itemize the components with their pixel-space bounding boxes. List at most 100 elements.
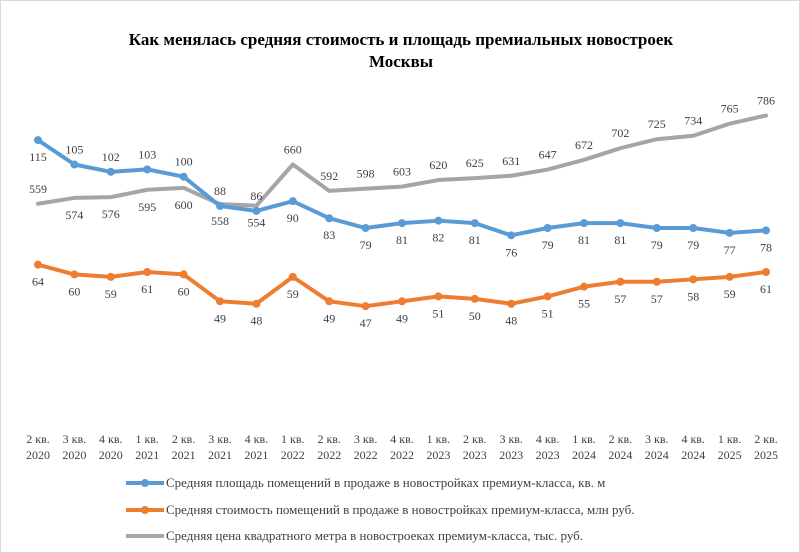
legend-swatch-cost <box>126 506 164 514</box>
x-tick-label: 4 кв. <box>99 432 123 446</box>
x-tick-label-year: 2020 <box>99 448 123 462</box>
x-tick-label-year: 2021 <box>135 448 159 462</box>
data-point <box>252 206 261 215</box>
data-point <box>543 224 552 233</box>
x-tick-label: 3 кв. <box>645 432 669 446</box>
x-tick-label: 1 кв. <box>281 432 305 446</box>
data-point <box>725 228 734 237</box>
chart-title: Как менялась средняя стоимость и площадь… <box>1 29 799 73</box>
series-line-2 <box>36 113 768 208</box>
legend-label-area: Средняя площадь помещений в продаже в но… <box>166 475 606 490</box>
data-label: 58 <box>687 289 699 303</box>
data-point <box>616 219 625 228</box>
data-point <box>762 267 770 276</box>
data-point <box>470 219 479 228</box>
legend-label-price-sqm: Средняя цена квадратного метра в новостр… <box>166 528 584 543</box>
legend-item-price-sqm[interactable]: Средняя цена квадратного метра в новостр… <box>126 528 583 544</box>
data-point <box>70 270 79 279</box>
x-tick-label: 3 кв. <box>208 432 232 446</box>
data-label: 61 <box>760 282 772 296</box>
data-label: 576 <box>102 207 120 221</box>
x-tick-label-year: 2020 <box>26 448 50 462</box>
data-label: 702 <box>611 126 629 140</box>
data-label: 81 <box>578 233 590 247</box>
x-tick-label-year: 2023 <box>463 448 487 462</box>
data-point <box>70 160 79 169</box>
data-label: 625 <box>466 156 484 170</box>
data-point <box>507 231 516 240</box>
data-label: 660 <box>284 143 302 157</box>
chart-title-line-2: Москвы <box>368 52 434 71</box>
data-point <box>106 272 115 281</box>
legend-swatch-price-sqm <box>126 534 164 538</box>
data-point <box>34 260 42 269</box>
data-label: 105 <box>65 143 83 157</box>
data-label: 49 <box>214 311 226 325</box>
x-tick-label: 2 кв. <box>26 432 50 446</box>
data-label: 734 <box>684 114 702 128</box>
x-tick-label-year: 2023 <box>426 448 450 462</box>
data-label: 49 <box>396 311 408 325</box>
x-tick-label-year: 2022 <box>317 448 341 462</box>
data-label: 51 <box>432 306 444 320</box>
data-label: 47 <box>360 316 372 330</box>
x-tick-label: 4 кв. <box>681 432 705 446</box>
x-tick-label-year: 2022 <box>354 448 378 462</box>
data-label: 765 <box>721 102 739 116</box>
legend-item-area[interactable]: Средняя площадь помещений в продаже в но… <box>126 475 605 491</box>
x-tick-label: 4 кв. <box>245 432 269 446</box>
data-point <box>106 167 115 176</box>
data-point <box>689 275 698 284</box>
data-label: 81 <box>614 233 626 247</box>
x-tick-label: 3 кв. <box>354 432 378 446</box>
data-label: 81 <box>396 233 408 247</box>
data-point <box>725 272 734 281</box>
data-point <box>361 302 370 311</box>
x-tick-label-year: 2023 <box>499 448 523 462</box>
data-point <box>616 277 625 286</box>
data-point <box>689 224 698 233</box>
x-tick-label: 2 кв. <box>463 432 487 446</box>
x-tick-label-year: 2025 <box>718 448 742 462</box>
data-point <box>434 292 443 301</box>
x-tick-label-year: 2025 <box>754 448 778 462</box>
x-tick-label-year: 2022 <box>281 448 305 462</box>
x-tick-label: 4 кв. <box>390 432 414 446</box>
x-tick-label: 4 кв. <box>536 432 560 446</box>
data-label: 49 <box>323 311 335 325</box>
data-label: 59 <box>724 287 736 301</box>
data-label: 100 <box>175 155 193 169</box>
x-tick-label-year: 2024 <box>681 448 705 462</box>
x-tick-label: 2 кв. <box>609 432 633 446</box>
data-label: 90 <box>287 211 299 225</box>
data-point <box>216 202 224 211</box>
data-point <box>288 272 297 281</box>
data-label: 60 <box>68 284 80 298</box>
data-label: 59 <box>105 287 117 301</box>
data-point <box>361 224 370 233</box>
data-point <box>580 282 588 291</box>
data-label: 64 <box>32 275 44 289</box>
legend-item-cost[interactable]: Средняя стоимость помещений в продаже в … <box>126 502 634 518</box>
data-label: 88 <box>214 184 226 198</box>
data-point <box>434 216 443 225</box>
data-point <box>325 214 334 223</box>
x-tick-label: 1 кв. <box>718 432 742 446</box>
data-label: 55 <box>578 297 590 311</box>
data-point <box>179 172 188 181</box>
data-point <box>652 224 661 233</box>
data-label: 786 <box>757 94 775 108</box>
data-label: 102 <box>102 150 120 164</box>
x-tick-label-year: 2020 <box>62 448 86 462</box>
x-tick-label-year: 2023 <box>536 448 560 462</box>
x-tick-label-year: 2022 <box>390 448 414 462</box>
x-tick-label-year: 2024 <box>572 448 596 462</box>
data-label: 78 <box>760 240 772 254</box>
data-label: 79 <box>360 238 372 252</box>
data-label: 672 <box>575 138 593 152</box>
data-point <box>580 219 588 228</box>
x-tick-label-year: 2021 <box>172 448 196 462</box>
data-point <box>34 136 42 145</box>
data-label: 558 <box>211 214 229 228</box>
